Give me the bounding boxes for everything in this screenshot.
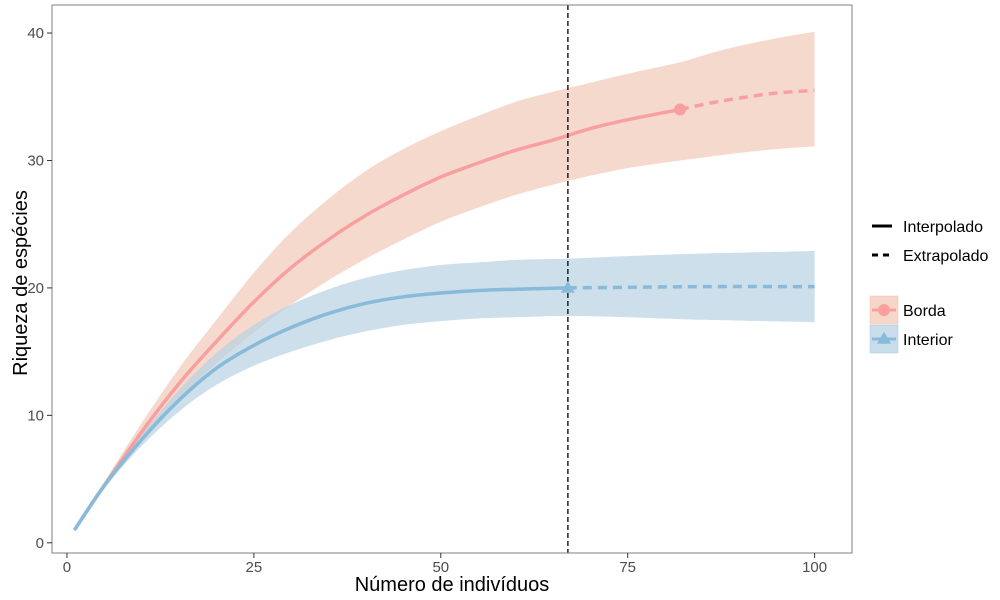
confidence-band-borda: [74, 31, 815, 531]
x-tick-label: 75: [619, 559, 636, 576]
extrapolated-line-borda: [679, 88, 815, 112]
y-tick-label: 20: [27, 280, 44, 297]
confidence-bands: [74, 31, 815, 531]
y-tick-label: 40: [27, 25, 44, 42]
y-tick-label: 0: [36, 535, 44, 552]
legend-label-borda: Borda: [903, 303, 946, 320]
x-tick-label: 0: [63, 559, 71, 576]
x-tick-label: 25: [246, 559, 263, 576]
legend: Interpolado Extrapolado Borda Interior: [869, 219, 988, 354]
confidence-band-interior: [74, 251, 815, 531]
legend-label-interior: Interior: [903, 332, 953, 349]
legend-marker-borda: [878, 304, 890, 316]
x-axis-title: Número de indivíduos: [355, 574, 550, 596]
axes: 0 25 50 75 100 0 10 20 30 40: [27, 25, 827, 576]
y-axis-title: Riqueza de espécies: [10, 190, 32, 376]
observed-marker-borda: [674, 103, 687, 116]
plot-panel-border: [51, 4, 853, 554]
legend-marker-interior: [876, 331, 892, 344]
y-tick-label: 30: [27, 152, 44, 169]
observed-marker-interior: [560, 280, 575, 293]
x-tick-label: 100: [802, 559, 827, 576]
series-lines: [72, 88, 815, 532]
y-tick-label: 10: [27, 407, 44, 424]
x-tick-label: 50: [432, 559, 449, 576]
interpolated-line-borda: [72, 107, 681, 532]
extrapolated-line-interior: [567, 284, 815, 290]
legend-label-dashed: Extrapolado: [903, 248, 988, 265]
interpolated-line-interior: [72, 286, 568, 532]
observed-markers: [560, 103, 687, 293]
legend-label-solid: Interpolado: [903, 219, 983, 236]
